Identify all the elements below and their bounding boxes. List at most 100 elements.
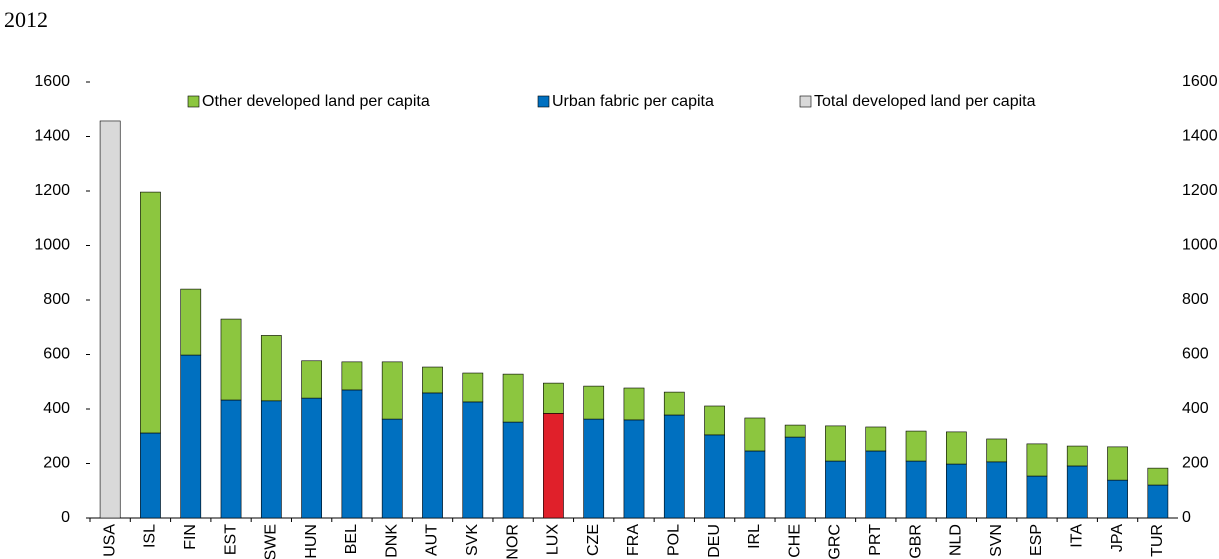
bar <box>341 361 363 391</box>
bar <box>502 421 524 519</box>
x-tick-label: CHE <box>786 524 803 558</box>
bar <box>1107 446 1128 481</box>
x-tick-label: SVN <box>988 524 1005 557</box>
y-tick-label: 1400 <box>34 128 70 145</box>
y-tick-label: 400 <box>43 400 70 417</box>
bar <box>1066 465 1088 519</box>
y-tick-label: 800 <box>43 291 70 308</box>
x-tick-label: HUN <box>303 524 320 559</box>
bar <box>1107 479 1128 519</box>
bar <box>1147 484 1169 519</box>
bar <box>260 400 282 519</box>
x-tick-label: GBR <box>907 524 924 559</box>
y2-tick-label: 0 <box>1182 509 1191 526</box>
bar <box>744 450 766 519</box>
bar <box>462 372 484 403</box>
x-tick-label: FRA <box>625 524 642 556</box>
x-tick-label: FIN <box>182 524 199 550</box>
bar <box>1066 445 1088 467</box>
x-tick-label: IRL <box>746 524 763 549</box>
x-tick-label: TUR <box>1149 524 1166 557</box>
legend-swatch <box>799 95 812 108</box>
y-tick-label: 600 <box>43 346 70 363</box>
bar <box>583 385 605 420</box>
bar <box>784 436 806 519</box>
bar <box>663 414 685 519</box>
bar <box>623 419 645 519</box>
y2-tick-label: 200 <box>1182 455 1209 472</box>
y-tick-label: 1000 <box>34 237 70 254</box>
x-tick-label: PRT <box>867 524 884 556</box>
x-tick-label: SVK <box>464 524 481 556</box>
legend-swatch <box>537 95 550 108</box>
x-tick-label: BEL <box>343 524 360 554</box>
y-tick-label: 200 <box>43 455 70 472</box>
bar <box>986 438 1008 463</box>
bar <box>220 318 242 401</box>
legend-swatch <box>187 95 200 108</box>
x-tick-label: NOR <box>504 524 521 559</box>
bar <box>623 387 645 421</box>
x-tick-label: SWE <box>263 524 280 559</box>
y2-tick-label: 1200 <box>1182 182 1218 199</box>
bar <box>865 450 887 519</box>
bar <box>704 434 725 519</box>
x-tick-label: AUT <box>424 524 441 556</box>
x-tick-label: DNK <box>383 524 400 558</box>
x-tick-label: GRC <box>827 524 844 559</box>
y2-tick-label: 800 <box>1182 291 1209 308</box>
bar <box>543 382 564 414</box>
x-tick-label: NLD <box>948 524 965 556</box>
x-tick-label: ITA <box>1068 524 1085 548</box>
bar <box>945 431 967 465</box>
y-tick-label: 1600 <box>34 73 70 90</box>
bar <box>905 430 927 462</box>
y-tick-label: 0 <box>61 509 70 526</box>
x-tick-label: EST <box>222 524 239 555</box>
bar <box>543 413 564 519</box>
y-tick-label: 1200 <box>34 182 70 199</box>
bar <box>1026 475 1048 519</box>
y2-tick-label: 1600 <box>1182 73 1218 90</box>
bar <box>1147 467 1169 486</box>
bar <box>341 389 363 519</box>
x-tick-label: ISL <box>142 524 159 548</box>
x-tick-label: JPA <box>1109 524 1126 552</box>
legend-label: Urban fabric per capita <box>552 93 714 110</box>
bar <box>502 373 524 423</box>
bar <box>462 401 484 519</box>
y2-tick-label: 400 <box>1182 400 1209 417</box>
x-tick-label: POL <box>666 524 683 556</box>
bar <box>381 361 403 420</box>
x-tick-label: CZE <box>585 524 602 556</box>
x-tick-label: DEU <box>706 524 723 558</box>
bar <box>825 425 846 462</box>
bar <box>1026 443 1048 477</box>
x-tick-label: ESP <box>1028 524 1045 556</box>
bar <box>260 335 282 402</box>
bar <box>180 354 202 519</box>
x-tick-label: LUX <box>545 524 562 555</box>
bar <box>301 360 323 399</box>
bar <box>583 418 605 519</box>
bar <box>663 391 685 416</box>
bar <box>220 399 242 519</box>
y2-tick-label: 1400 <box>1182 128 1218 145</box>
bar <box>744 417 766 452</box>
bar <box>945 463 967 519</box>
legend-label: Total developed land per capita <box>814 93 1036 110</box>
bar <box>422 366 443 394</box>
bar <box>905 460 927 519</box>
y2-tick-label: 1000 <box>1182 237 1218 254</box>
bar <box>140 432 161 519</box>
bar <box>140 191 161 434</box>
y2-tick-label: 600 <box>1182 346 1209 363</box>
bar <box>825 460 846 519</box>
bar <box>180 288 202 356</box>
chart-title: 2012 <box>4 7 48 32</box>
bar <box>865 426 887 452</box>
bar <box>704 405 725 436</box>
bar <box>422 392 443 519</box>
x-tick-label: USA <box>101 524 118 557</box>
